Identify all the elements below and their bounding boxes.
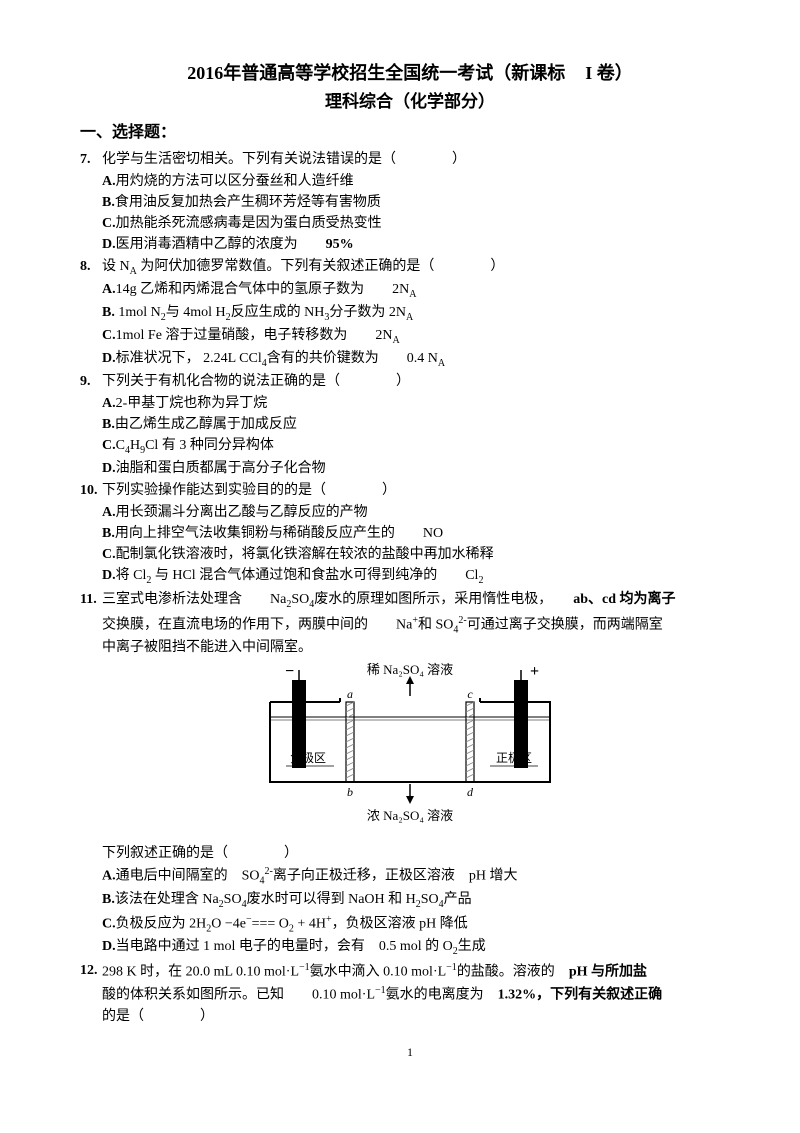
q11-after: 下列叙述正确的是（ ） <box>80 843 740 864</box>
q7-D: D.医用消毒酒精中乙醇的浓度为 95% <box>80 234 740 255</box>
q9-stem: 下列关于有机化合物的说法正确的是（ ） <box>102 374 410 389</box>
q8-B: B. 1mol N2与 4mol H2反应生成的 NH3分子数为 2NA <box>80 302 740 325</box>
q11-line2: 交换膜，在直流电场的作用下，两膜中间的 Na+和 SO42-可通过离子交换膜，而… <box>80 613 740 637</box>
q9-D: D.油脂和蛋白质都属于高分子化合物 <box>80 458 740 479</box>
q7-num: 7. <box>80 149 91 170</box>
svg-text:正极区: 正极区 <box>496 751 532 765</box>
svg-text:b: b <box>347 785 353 799</box>
q8-D: D.标准状况下， 2.24L CCl4含有的共价键数为 0.4 NA <box>80 348 740 371</box>
q10: 10. 下列实验操作能达到实验目的的是（ ） <box>80 480 740 501</box>
q11-D: D.当电路中通过 1 mol 电子的电量时，会有 0.5 mol 的 O2生成 <box>80 936 740 959</box>
q11-num: 11. <box>80 589 97 610</box>
q9-A: A.2-甲基丁烷也称为异丁烷 <box>80 393 740 414</box>
title-part1: 年普通高等学校招生全国统一考试（新课标 <box>223 63 565 83</box>
q12-line2: 酸的体积关系如图所示。已知 0.10 mol·L−1氨水的电离度为 1.32%，… <box>80 983 740 1006</box>
q7-B: B.食用油反复加热会产生稠环芳烃等有害物质 <box>80 192 740 213</box>
svg-text:d: d <box>467 785 474 799</box>
q12: 12. 298 K 时，在 20.0 mL 0.10 mol·L−1氨水中滴入 … <box>80 960 740 983</box>
q9-C: C.C4H9Cl 有 3 种同分异构体 <box>80 435 740 458</box>
page: 2016年普通高等学校招生全国统一考试（新课标 I 卷） 理科综合（化学部分） 一… <box>0 0 800 1081</box>
svg-text:c: c <box>467 687 473 701</box>
svg-text:−: − <box>285 663 294 680</box>
q10-num: 10. <box>80 480 98 501</box>
q10-stem: 下列实验操作能达到实验目的的是（ ） <box>102 483 396 498</box>
q11-line3: 中离子被阻挡不能进入中间隔室。 <box>80 637 740 658</box>
q11-B: B.该法在处理含 Na2SO4废水时可以得到 NaOH 和 H2SO4产品 <box>80 889 740 912</box>
q7: 7. 化学与生活密切相关。下列有关说法错误的是（ ） <box>80 149 740 170</box>
q11-diagram: 稀 Na₂SO₄ 溶液 − + 负极区 正极区 a c b d 浓 Na₂SO₄ 溶液 <box>80 662 740 839</box>
q8-num: 8. <box>80 256 91 277</box>
svg-text:+: + <box>530 663 539 680</box>
section-heading: 一、选择题： <box>80 121 740 145</box>
q10-B: B.用向上排空气法收集铜粉与稀硝酸反应产生的 NO <box>80 523 740 544</box>
q10-D: D.将 Cl2 与 HCl 混合气体通过饱和食盐水可得到纯净的 Cl2 <box>80 565 740 588</box>
svg-text:浓 Na₂SO₄ 溶液: 浓 Na₂SO₄ 溶液 <box>367 808 453 823</box>
svg-text:a: a <box>347 687 353 701</box>
q8: 8. 设 NA 为阿伏加德罗常数值。下列有关叙述正确的是（ ） <box>80 256 740 279</box>
title-vol: I 卷） <box>585 63 633 83</box>
subtitle: 理科综合（化学部分） <box>80 89 740 115</box>
q12-line3: 的是（ ） <box>80 1006 740 1027</box>
q12-num: 12. <box>80 960 98 981</box>
q7-stem: 化学与生活密切相关。下列有关说法错误的是（ ） <box>102 152 466 167</box>
q11-C: C.负极反应为 2H2O −4e−=== O2 + 4H+，负极区溶液 pH 降… <box>80 912 740 936</box>
q9-B: B.由乙烯生成乙醇属于加成反应 <box>80 414 740 435</box>
q11: 11. 三室式电渗析法处理含 Na2SO4废水的原理如图所示，采用惰性电极， a… <box>80 589 740 612</box>
title-line: 2016年普通高等学校招生全国统一考试（新课标 I 卷） <box>80 60 740 87</box>
q7-C: C.加热能杀死流感病毒是因为蛋白质受热变性 <box>80 213 740 234</box>
svg-text:负极区: 负极区 <box>290 751 326 765</box>
q8-C: C.1mol Fe 溶于过量硝酸，电子转移数为 2NA <box>80 325 740 348</box>
q7-A: A.用灼烧的方法可以区分蚕丝和人造纤维 <box>80 171 740 192</box>
q8-A: A.14g 乙烯和丙烯混合气体中的氢原子数为 2NA <box>80 279 740 302</box>
page-number: 1 <box>80 1043 740 1061</box>
title-year: 2016 <box>187 63 223 83</box>
q10-C: C.配制氯化铁溶液时，将氯化铁溶解在较浓的盐酸中再加水稀释 <box>80 544 740 565</box>
svg-text:稀 Na₂SO₄ 溶液: 稀 Na₂SO₄ 溶液 <box>367 662 453 677</box>
q10-A: A.用长颈漏斗分离出乙酸与乙醇反应的产物 <box>80 502 740 523</box>
q11-A: A.通电后中间隔室的 SO42-离子向正极迁移，正极区溶液 pH 增大 <box>80 864 740 888</box>
q9: 9. 下列关于有机化合物的说法正确的是（ ） <box>80 371 740 392</box>
q9-num: 9. <box>80 371 91 392</box>
